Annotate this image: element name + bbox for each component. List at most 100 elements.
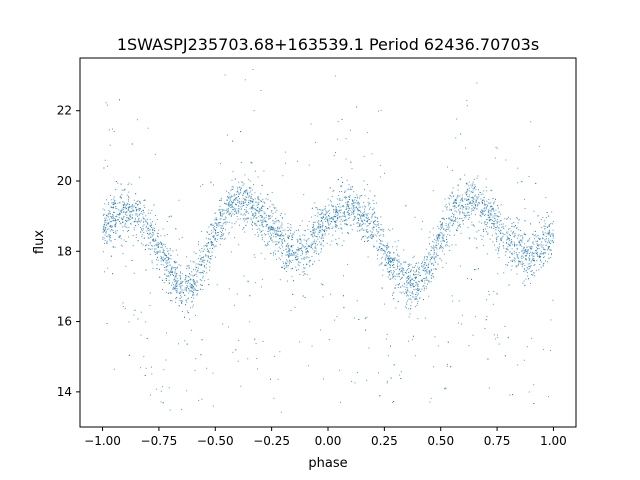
data-point	[399, 271, 401, 273]
data-point	[176, 281, 178, 283]
data-point	[344, 211, 345, 213]
data-point	[290, 226, 292, 228]
data-point	[263, 233, 265, 235]
data-point	[281, 224, 283, 226]
data-point	[391, 260, 393, 262]
data-point	[108, 216, 109, 218]
data-point	[341, 177, 343, 178]
data-point	[524, 243, 526, 245]
data-point	[484, 224, 486, 226]
data-point	[121, 194, 123, 195]
data-point	[322, 228, 324, 230]
data-point	[524, 265, 526, 266]
data-point	[349, 217, 351, 219]
data-point	[232, 351, 234, 353]
data-point	[156, 242, 158, 244]
data-point	[130, 223, 132, 224]
data-point	[360, 238, 362, 240]
data-point	[208, 226, 210, 228]
data-point	[493, 220, 495, 222]
data-point	[333, 209, 335, 211]
data-point	[112, 207, 114, 209]
data-point	[387, 263, 389, 265]
data-point	[326, 228, 328, 230]
data-point	[312, 263, 314, 265]
data-point	[157, 259, 159, 261]
data-point	[253, 204, 255, 206]
data-point	[149, 232, 151, 234]
data-point	[266, 245, 268, 247]
data-point	[226, 203, 228, 205]
data-point	[114, 218, 116, 220]
data-point	[523, 246, 525, 248]
data-point	[446, 239, 448, 240]
data-point	[255, 210, 257, 211]
data-point	[509, 245, 511, 247]
data-point	[204, 259, 206, 261]
data-point	[366, 221, 368, 223]
data-point	[428, 281, 430, 283]
data-point	[509, 240, 511, 241]
data-point	[486, 231, 488, 233]
data-point	[360, 224, 362, 226]
data-point	[215, 222, 217, 224]
data-point	[219, 225, 221, 227]
data-point	[263, 241, 265, 243]
data-point	[467, 211, 469, 213]
data-point	[482, 193, 484, 195]
data-point	[346, 219, 348, 221]
data-point	[508, 284, 510, 286]
data-point	[188, 297, 190, 299]
data-point	[165, 278, 167, 280]
data-point	[410, 286, 412, 288]
data-point	[140, 367, 142, 369]
data-point	[262, 229, 264, 231]
data-point	[112, 214, 113, 216]
data-point	[290, 253, 292, 255]
data-point	[446, 236, 447, 238]
data-point	[393, 401, 395, 402]
data-point	[120, 211, 122, 213]
data-point	[188, 265, 190, 267]
data-point	[441, 226, 443, 228]
data-point	[227, 208, 229, 210]
data-point	[247, 204, 249, 206]
data-point	[239, 193, 241, 195]
data-point	[516, 218, 518, 220]
data-point	[457, 209, 459, 211]
data-point	[317, 227, 319, 229]
data-point	[339, 210, 340, 212]
data-point	[492, 207, 494, 209]
data-point	[488, 216, 490, 218]
data-point	[531, 273, 533, 275]
data-point	[543, 262, 545, 264]
data-point	[475, 189, 477, 191]
data-point	[474, 316, 476, 318]
data-point	[252, 202, 254, 204]
data-point	[430, 262, 432, 264]
data-point	[313, 228, 315, 230]
data-point	[351, 199, 353, 201]
data-point	[364, 210, 366, 212]
data-point	[288, 251, 290, 253]
data-point	[436, 238, 438, 240]
data-point	[136, 214, 138, 216]
data-point	[177, 280, 179, 282]
data-point	[437, 234, 439, 236]
data-point	[191, 301, 193, 303]
data-point	[227, 195, 228, 197]
data-point	[548, 253, 550, 255]
data-point	[306, 247, 308, 249]
data-point	[431, 258, 433, 259]
data-point	[448, 227, 450, 229]
data-point	[317, 238, 319, 240]
data-point	[490, 205, 492, 207]
data-point	[402, 261, 404, 263]
data-point	[316, 207, 318, 209]
data-point	[506, 218, 508, 220]
data-point	[518, 252, 520, 254]
data-point	[506, 218, 508, 220]
data-point	[464, 174, 466, 176]
data-point	[426, 269, 428, 270]
data-point	[162, 245, 163, 247]
